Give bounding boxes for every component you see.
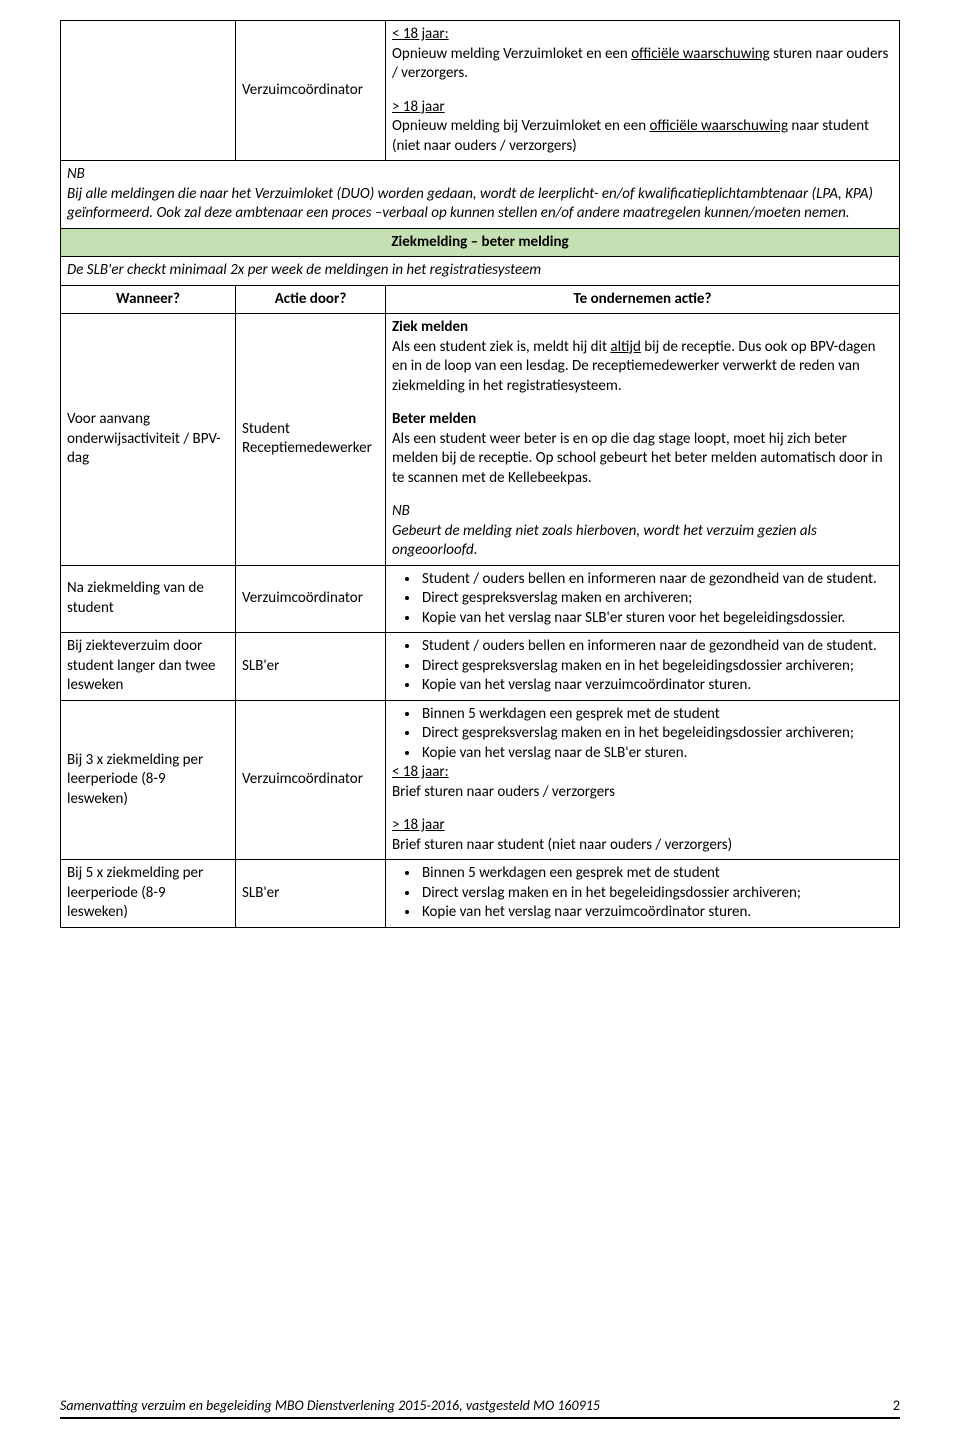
- cell-when: Bij ziekteverzuim door student langer da…: [61, 633, 236, 701]
- text: Als een student ziek is, meldt hij dit: [392, 338, 610, 356]
- text-underlined: altijd: [610, 338, 640, 356]
- heading-under18: < 18 jaar:: [392, 25, 449, 43]
- text: Bij 5 x ziekmelding per leerperiode (8-9…: [67, 864, 203, 921]
- cell-when: Bij 5 x ziekmelding per leerperiode (8-9…: [61, 860, 236, 928]
- table-row: Na ziekmelding van de student Verzuimcoö…: [61, 565, 900, 633]
- page-footer: Samenvatting verzuim en begeleiding MBO …: [60, 1397, 900, 1419]
- list-item: Direct gespreksverslag maken en in het b…: [420, 657, 893, 677]
- cell-action: Binnen 5 werkdagen een gesprek met de st…: [386, 860, 900, 928]
- text: Brief sturen naar student (niet naar oud…: [392, 836, 893, 856]
- cell-when: Voor aanvang onderwijsactiviteit / BPV-d…: [61, 314, 236, 566]
- table-row: Bij 3 x ziekmelding per leerperiode (8-9…: [61, 700, 900, 860]
- cell-who: Verzuimcoördinator: [236, 21, 386, 161]
- text: SLB'er: [242, 657, 279, 675]
- bullet-list: Student / ouders bellen en informeren na…: [420, 637, 893, 696]
- header-what: Te ondernemen actie?: [386, 285, 900, 314]
- table-row: Bij ziekteverzuim door student langer da…: [61, 633, 900, 701]
- text: Brief sturen naar ouders / verzorgers: [392, 783, 893, 803]
- list-item: Direct gespreksverslag maken en in het b…: [420, 724, 893, 744]
- text: Verzuimcoördinator: [242, 770, 363, 788]
- table-row: Verzuimcoördinator < 18 jaar: Opnieuw me…: [61, 21, 900, 161]
- footer-text: Samenvatting verzuim en begeleiding MBO …: [60, 1397, 600, 1415]
- cell-when: [61, 21, 236, 161]
- subheading: Ziek melden: [392, 318, 893, 338]
- section-header-row: Ziekmelding – beter melding: [61, 228, 900, 257]
- text: Bij 3 x ziekmelding per leerperiode (8-9…: [67, 751, 203, 808]
- text: Bij alle meldingen die naar het Verzuiml…: [67, 185, 594, 203]
- text: Opnieuw melding Verzuimloket en een: [392, 45, 631, 63]
- cell-when: Na ziekmelding van de student: [61, 565, 236, 633]
- cell-action: Binnen 5 werkdagen een gesprek met de st…: [386, 700, 900, 860]
- intro-row: De SLB'er checkt minimaal 2x per week de…: [61, 257, 900, 286]
- text-underlined: officiële waarschuwing: [631, 45, 770, 63]
- text: Na ziekmelding van de student: [67, 579, 204, 617]
- text: Bij ziekteverzuim door student langer da…: [67, 637, 216, 694]
- cell-action: Ziek melden Als een student ziek is, mel…: [386, 314, 900, 566]
- list-item: Kopie van het verslag naar de SLB'er stu…: [420, 744, 893, 764]
- text: Verzuimcoördinator: [242, 589, 363, 607]
- list-item: Direct verslag maken en in het begeleidi…: [420, 884, 893, 904]
- list-item: Student / ouders bellen en informeren na…: [420, 570, 893, 590]
- table-row-nb: NB Bij alle meldingen die naar het Verzu…: [61, 161, 900, 229]
- text: Voor aanvang onderwijsactiviteit / BPV-d…: [67, 410, 221, 467]
- text: Verzuimcoördinator: [242, 81, 363, 99]
- table-row: Bij 5 x ziekmelding per leerperiode (8-9…: [61, 860, 900, 928]
- nb-label: NB: [392, 502, 893, 522]
- intro-text: De SLB'er checkt minimaal 2x per week de…: [61, 257, 900, 286]
- text: Als een student weer beter is en op die …: [392, 430, 893, 489]
- subheading: Beter melden: [392, 410, 893, 430]
- heading-under18: < 18 jaar:: [392, 763, 449, 781]
- cell-action: < 18 jaar: Opnieuw melding Verzuimloket …: [386, 21, 900, 161]
- table-row: Voor aanvang onderwijsactiviteit / BPV-d…: [61, 314, 900, 566]
- header-when: Wanneer?: [61, 285, 236, 314]
- bullet-list: Binnen 5 werkdagen een gesprek met de st…: [420, 705, 893, 764]
- text: SLB'er: [242, 884, 279, 902]
- list-item: Student / ouders bellen en informeren na…: [420, 637, 893, 657]
- list-item: Binnen 5 werkdagen een gesprek met de st…: [420, 864, 893, 884]
- nb-label: NB: [67, 165, 893, 185]
- list-item: Kopie van het verslag naar SLB'er sturen…: [420, 609, 893, 629]
- section-header: Ziekmelding – beter melding: [61, 228, 900, 257]
- cell-who: Student Receptiemedewerker: [236, 314, 386, 566]
- cell-action: Student / ouders bellen en informeren na…: [386, 633, 900, 701]
- text: Opnieuw melding bij Verzuimloket en een: [392, 117, 649, 135]
- bullet-list: Student / ouders bellen en informeren na…: [420, 570, 893, 629]
- text: Student Receptiemedewerker: [242, 420, 372, 458]
- heading-over18: > 18 jaar: [392, 816, 445, 834]
- list-item: Binnen 5 werkdagen een gesprek met de st…: [420, 705, 893, 725]
- cell-who: SLB'er: [236, 860, 386, 928]
- list-item: Kopie van het verslag naar verzuimcoördi…: [420, 676, 893, 696]
- cell-when: Bij 3 x ziekmelding per leerperiode (8-9…: [61, 700, 236, 860]
- cell-who: Verzuimcoördinator: [236, 565, 386, 633]
- list-item: Direct gespreksverslag maken en archiver…: [420, 589, 893, 609]
- header-who: Actie door?: [236, 285, 386, 314]
- bullet-list: Binnen 5 werkdagen een gesprek met de st…: [420, 864, 893, 923]
- heading-over18: > 18 jaar: [392, 98, 445, 116]
- document-page: Verzuimcoördinator < 18 jaar: Opnieuw me…: [0, 0, 960, 1449]
- text-underlined: officiële waarschuwing: [649, 117, 788, 135]
- cell-who: Verzuimcoördinator: [236, 700, 386, 860]
- list-item: Kopie van het verslag naar verzuimcoördi…: [420, 903, 893, 923]
- cell-who: SLB'er: [236, 633, 386, 701]
- column-header-row: Wanneer? Actie door? Te ondernemen actie…: [61, 285, 900, 314]
- cell-nb: NB Bij alle meldingen die naar het Verzu…: [61, 161, 900, 229]
- page-number: 2: [893, 1397, 900, 1415]
- text: Gebeurt de melding niet zoals hierboven,…: [392, 522, 893, 561]
- cell-action: Student / ouders bellen en informeren na…: [386, 565, 900, 633]
- main-table: Verzuimcoördinator < 18 jaar: Opnieuw me…: [60, 20, 900, 928]
